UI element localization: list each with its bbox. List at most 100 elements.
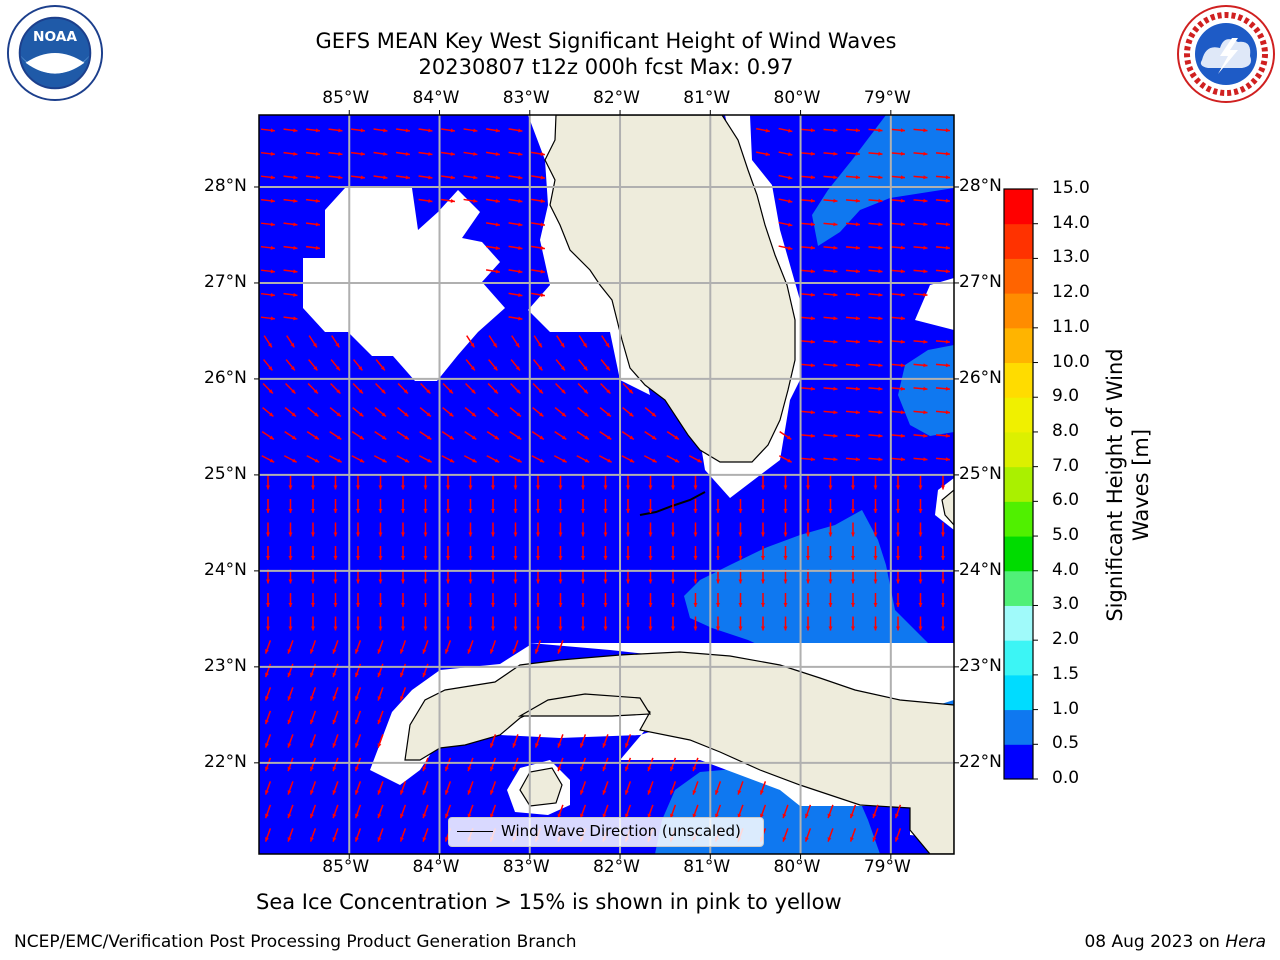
wave-direction-arrow <box>849 804 857 819</box>
wave-direction-arrow <box>558 499 563 513</box>
wave-direction-arrow <box>532 382 544 395</box>
land-bahamas <box>941 489 954 526</box>
wave-direction-arrow <box>283 128 298 133</box>
wave-direction-arrow <box>399 804 407 819</box>
wave-direction-arrow <box>509 430 522 441</box>
wave-direction-arrow <box>896 616 900 631</box>
wave-direction-arrow <box>621 430 635 441</box>
wave-direction-arrow <box>440 175 456 180</box>
wave-direction-arrow <box>328 455 343 463</box>
wave-direction-arrow <box>401 499 405 513</box>
wave-direction-arrow <box>800 292 816 297</box>
colorbar <box>1004 188 1038 780</box>
wave-direction-arrow <box>309 687 317 701</box>
wave-direction-arrow <box>851 522 855 537</box>
wave-direction-arrow <box>823 269 838 274</box>
wave-direction-arrow <box>845 269 861 274</box>
wave-direction-arrow <box>305 128 321 133</box>
wave-direction-arrow <box>440 128 456 133</box>
wave-direction-arrow <box>778 245 793 251</box>
wave-direction-arrow <box>307 406 319 418</box>
wave-direction-arrow <box>285 382 296 395</box>
wave-direction-arrow <box>624 804 632 819</box>
wave-direction-arrow <box>510 382 521 395</box>
wave-direction-arrow <box>536 475 540 490</box>
wave-direction-arrow <box>333 475 338 490</box>
wave-direction-arrow <box>468 522 473 537</box>
wave-direction-arrow <box>599 406 612 418</box>
wave-direction-arrow <box>508 269 523 274</box>
wave-band-0.5m-east <box>812 115 954 246</box>
colorbar-frame <box>1003 188 1034 780</box>
wave-direction-arrow <box>374 430 387 441</box>
wave-direction-arrow <box>778 455 793 463</box>
wave-direction-arrow <box>352 382 364 395</box>
colorbar-tick-label: 3.0 <box>1052 594 1080 615</box>
wave-direction-arrow <box>512 640 519 654</box>
wave-direction-arrow <box>778 151 793 157</box>
wave-direction-arrow <box>890 410 906 415</box>
lon-label-bottom: 79°W <box>863 857 911 877</box>
wave-direction-arrow <box>872 804 879 819</box>
wave-direction-arrow <box>486 430 500 441</box>
colorbar-tick-label: 14.0 <box>1052 212 1090 233</box>
wave-direction-arrow <box>828 593 833 607</box>
wave-direction-arrow <box>603 616 608 631</box>
wave-direction-arrow <box>489 757 497 772</box>
wave-direction-arrow <box>264 710 272 725</box>
wave-direction-arrow <box>669 804 677 819</box>
wave-direction-arrow <box>309 804 317 819</box>
wave-direction-arrow <box>307 382 319 395</box>
wave-direction-arrow <box>554 406 567 418</box>
wave-direction-arrow <box>287 781 294 795</box>
wave-direction-arrow <box>395 128 411 133</box>
wave-direction-arrow <box>508 316 523 321</box>
wave-direction-arrow <box>761 593 765 607</box>
wave-direction-arrow <box>890 128 906 133</box>
wave-direction-arrow <box>446 475 450 490</box>
wave-direction-arrow <box>423 475 428 490</box>
wave-direction-arrow <box>418 128 433 133</box>
wave-direction-arrow <box>823 386 838 391</box>
wave-direction-arrow <box>800 339 816 344</box>
wave-direction-arrow <box>266 593 270 607</box>
wave-direction-arrow <box>935 339 951 344</box>
wave-direction-arrow <box>329 430 342 441</box>
colorbar-segment <box>1004 744 1033 780</box>
wave-direction-arrow <box>485 175 501 180</box>
wave-direction-arrow <box>513 475 518 490</box>
wave-direction-arrow <box>783 546 788 560</box>
wave-direction-arrow <box>260 222 276 227</box>
wave-direction-arrow <box>264 781 272 795</box>
wave-direction-arrow <box>935 457 951 462</box>
wave-direction-arrow <box>896 475 900 490</box>
wave-direction-arrow <box>486 455 500 463</box>
wave-direction-arrow <box>350 128 366 133</box>
wave-direction-arrow <box>603 546 608 560</box>
lat-label-right: 23°N <box>959 655 1002 676</box>
wave-direction-arrow <box>935 151 951 156</box>
wave-direction-arrow <box>783 616 788 631</box>
wave-direction-arrow <box>581 522 585 537</box>
wave-direction-arrow <box>845 386 861 391</box>
wave-direction-arrow <box>845 175 861 180</box>
wave-direction-arrow <box>418 198 433 203</box>
wave-direction-arrow <box>558 593 563 607</box>
wave-direction-arrow <box>306 430 320 441</box>
wave-direction-arrow <box>444 640 452 654</box>
wave-direction-arrow <box>356 593 360 607</box>
wave-direction-arrow <box>356 499 360 513</box>
wave-direction-arrow <box>395 151 411 156</box>
wave-direction-arrow <box>671 499 675 513</box>
wave-direction-arrow <box>918 522 923 537</box>
wave-direction-arrow <box>626 593 630 607</box>
wave-direction-arrow <box>806 616 810 631</box>
wave-direction-arrow <box>647 781 654 795</box>
wave-direction-arrow <box>557 804 564 819</box>
wave-direction-arrow <box>531 455 545 463</box>
wave-direction-arrow <box>306 455 320 463</box>
wave-direction-arrow <box>581 499 585 513</box>
wave-direction-arrow <box>868 410 883 415</box>
wave-direction-arrow <box>309 640 317 654</box>
wave-direction-arrow <box>465 382 476 395</box>
